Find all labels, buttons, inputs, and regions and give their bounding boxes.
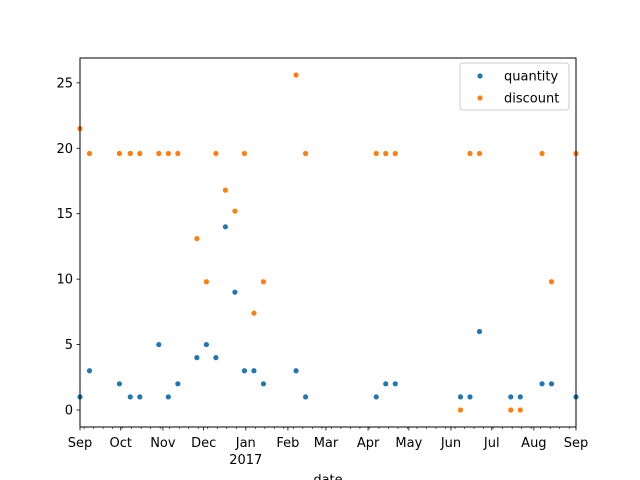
discount-point: [457, 407, 464, 413]
discount-point: [392, 150, 398, 157]
discount-point: [213, 150, 219, 157]
quantity-point: [213, 355, 219, 361]
legend-box: [459, 62, 570, 111]
discount-point: [539, 150, 545, 157]
x-tick-label: Apr: [357, 436, 380, 451]
legend-label-quantity: quantity: [504, 70, 559, 85]
quantity-point: [302, 394, 309, 400]
quantity-point: [127, 394, 133, 400]
x-tick-label: Mar: [314, 436, 339, 451]
discount-point: [241, 150, 248, 157]
legend-marker-discount: [477, 95, 483, 101]
y-tick-label: 10: [56, 273, 73, 288]
x-tick-label: Oct: [110, 436, 132, 451]
discount-point: [383, 150, 389, 157]
discount-point: [373, 150, 379, 157]
quantity-point: [86, 368, 93, 374]
x-tick-label: Jul: [483, 436, 500, 451]
series-discount: [77, 72, 579, 413]
quantity-point: [251, 368, 257, 374]
quantity-point: [548, 381, 555, 387]
x-tick-label: May: [395, 436, 422, 451]
quantity-point: [383, 381, 389, 387]
quantity-point: [194, 355, 200, 361]
discount-point: [175, 150, 181, 157]
discount-point: [137, 150, 143, 157]
discount-point: [86, 150, 93, 157]
quantity-point: [373, 394, 379, 400]
legend: quantity discount: [459, 62, 570, 111]
y-tick-label: 15: [56, 207, 73, 222]
discount-point: [116, 150, 123, 157]
x-tick-label: Sep: [68, 436, 93, 451]
quantity-point: [392, 381, 398, 387]
discount-point: [232, 208, 238, 214]
discount-point: [467, 150, 473, 157]
discount-point: [165, 150, 171, 157]
x-tick-label: Sep: [564, 436, 589, 451]
quantity-point: [116, 381, 123, 387]
y-tick-label: 25: [56, 76, 73, 91]
x-tick-label: Nov: [150, 436, 176, 451]
y-tick-label: 0: [65, 403, 73, 418]
plot-frame: [79, 57, 577, 428]
discount-point: [127, 150, 133, 157]
discount-point: [260, 279, 267, 285]
discount-point: [302, 150, 309, 157]
quantity-point: [517, 394, 523, 400]
discount-point: [156, 150, 162, 157]
y-tick-label: 5: [65, 338, 73, 353]
discount-point: [508, 407, 514, 413]
y-axis: 0 5 10 15 20 25: [56, 76, 80, 418]
discount-point: [251, 310, 257, 316]
quantity-point: [260, 381, 267, 387]
x-tick-label: Dec: [191, 436, 216, 451]
quantity-point: [467, 394, 473, 400]
quantity-point: [457, 394, 464, 400]
quantity-point: [222, 224, 229, 230]
quantity-point: [175, 381, 181, 387]
discount-point: [293, 72, 299, 78]
x-tick-label: Aug: [521, 436, 546, 451]
quantity-point: [203, 341, 209, 348]
x-tick-year-label: 2017: [229, 453, 262, 468]
discount-point: [222, 187, 229, 193]
quantity-point: [508, 394, 514, 400]
discount-point: [517, 407, 523, 413]
data-points: [77, 72, 579, 413]
x-axis-title: date: [313, 473, 342, 480]
legend-marker-quantity: [477, 73, 483, 79]
x-tick-label: Jun: [440, 436, 461, 451]
discount-point: [476, 150, 483, 157]
discount-point: [194, 235, 200, 242]
quantity-point: [293, 368, 299, 374]
discount-point: [203, 279, 209, 285]
quantity-point: [232, 289, 238, 295]
quantity-point: [539, 381, 545, 387]
quantity-point: [137, 394, 143, 400]
quantity-point: [156, 341, 162, 348]
y-tick-label: 20: [56, 142, 73, 157]
quantity-point: [476, 328, 483, 335]
series-quantity: [77, 224, 579, 400]
x-axis: Sep Oct Nov Dec Jan 2017 Feb Mar Apr May Jun Jul Aug…: [68, 427, 589, 468]
discount-point: [548, 279, 555, 285]
quantity-point: [241, 368, 248, 374]
x-tick-label: Feb: [276, 436, 299, 451]
legend-label-discount: discount: [504, 92, 559, 107]
quantity-point: [165, 394, 171, 400]
x-tick-label: Jan: [235, 436, 256, 451]
